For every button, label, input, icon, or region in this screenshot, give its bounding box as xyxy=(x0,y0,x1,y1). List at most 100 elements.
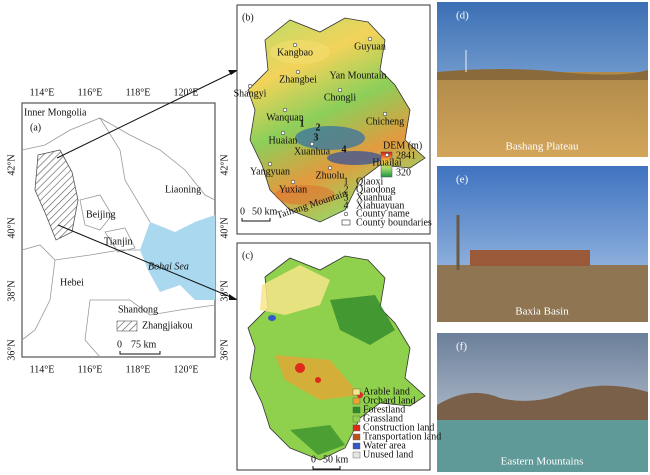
legend-label: County boundaries xyxy=(356,217,432,228)
county-label: Yuxian xyxy=(279,184,307,195)
legend-label: Xuanhua xyxy=(356,192,393,203)
scale-label: 50 km xyxy=(323,454,349,465)
photo-label: (f) xyxy=(456,341,467,353)
panel-c xyxy=(236,242,431,471)
legend-number: 4 xyxy=(344,200,349,211)
legend-label: Xiahuayuan xyxy=(356,200,404,211)
latitude-label: 42°N xyxy=(6,154,17,175)
legend-number: 3 xyxy=(344,192,349,203)
county-seat xyxy=(384,152,390,158)
county-seat xyxy=(280,130,286,136)
county-seat xyxy=(327,165,333,171)
county-label: Wanquan xyxy=(266,112,304,123)
scale-label: 0 xyxy=(311,454,316,465)
legend-label: Grassland xyxy=(363,413,403,424)
county-seat xyxy=(247,83,253,89)
county-seat xyxy=(337,87,343,93)
dem-map xyxy=(247,17,426,223)
legend-swatch xyxy=(352,424,361,432)
photo-d xyxy=(437,2,648,157)
latitude-label: 40°N xyxy=(6,217,17,238)
mountains xyxy=(437,385,648,425)
photo-label: (e) xyxy=(456,174,469,186)
legend-swatch xyxy=(352,442,361,450)
legend-swatch xyxy=(352,388,361,396)
panel-b xyxy=(236,4,431,235)
longitude-label: 114°E xyxy=(30,364,55,375)
dem-colorbar xyxy=(380,151,393,178)
place-label: Hebei xyxy=(60,277,84,288)
forest-patch xyxy=(290,425,345,455)
latitude-label: 36°N xyxy=(219,339,230,360)
legend-label: Qiaodong xyxy=(356,184,395,195)
legend-swatch xyxy=(352,433,361,441)
legend-swatch xyxy=(352,451,361,459)
scale-label: 0 xyxy=(240,206,245,217)
scale-bar xyxy=(241,218,271,222)
county-label: Chongli xyxy=(324,92,356,103)
county-label: Guyuan xyxy=(354,41,386,52)
district-number: 4 xyxy=(342,144,347,155)
county-label: Chicheng xyxy=(366,116,404,127)
dem-title: DEM (m) xyxy=(383,140,422,151)
urban-patch xyxy=(315,377,321,383)
village xyxy=(470,250,590,266)
province-boundaries xyxy=(21,117,216,358)
photo-caption: Baxia Basin xyxy=(515,306,569,318)
district-number: 1 xyxy=(300,118,305,129)
county-label: Zhuolu xyxy=(316,170,345,181)
county-seat xyxy=(290,179,296,185)
longitude-label: 120°E xyxy=(173,87,198,98)
legend-swatch xyxy=(116,320,138,332)
panel-label: (c) xyxy=(242,250,253,261)
place-label: Liaoning xyxy=(165,184,201,195)
latitude-label: 36°N xyxy=(6,339,17,360)
water xyxy=(437,420,648,472)
county-seat xyxy=(295,69,301,75)
scale-label: 0 xyxy=(117,339,122,350)
legend-number: 2 xyxy=(344,184,349,195)
boundary-swatch xyxy=(341,219,351,226)
panel-label: (a) xyxy=(30,122,41,133)
longitude-label: 120°E xyxy=(173,364,198,375)
legend-marker xyxy=(343,211,349,217)
arable-patch xyxy=(260,265,330,315)
longitude-label: 116°E xyxy=(78,87,103,98)
county-label: Huaian xyxy=(269,135,298,146)
county-label: Zhangbei xyxy=(279,74,317,85)
scale-label: 75 km xyxy=(131,339,157,350)
panel-a xyxy=(21,69,239,358)
legend-swatch xyxy=(352,397,361,405)
latitude-label: 38°N xyxy=(219,280,230,301)
panel-label: (b) xyxy=(242,12,254,23)
sea xyxy=(140,215,215,300)
hills xyxy=(437,69,648,80)
photo-caption: Bashang Plateau xyxy=(505,141,579,153)
county-label: Shangyi xyxy=(234,88,267,99)
legend-label: Transportation land xyxy=(363,431,441,442)
pointer-line xyxy=(57,224,239,301)
legend-label: Zhangjiakou xyxy=(142,320,193,331)
place-label: Tianjin xyxy=(104,236,133,247)
scale-bar xyxy=(312,466,341,470)
legend-label: County name xyxy=(356,208,410,219)
legend-label: Orchard land xyxy=(363,395,415,406)
county-label: Kangbao xyxy=(277,47,313,58)
latitude-label: 40°N xyxy=(219,217,230,238)
district-number: 3 xyxy=(314,132,319,143)
legend-label: Arable land xyxy=(363,386,410,397)
county-seat xyxy=(292,42,298,48)
legend-swatch xyxy=(352,415,361,423)
scale-bar xyxy=(119,351,161,355)
county-label: Xuanhua xyxy=(294,146,331,157)
basin xyxy=(327,151,383,165)
latitude-label: 42°N xyxy=(219,154,230,175)
district-number: 2 xyxy=(316,122,321,133)
legend-label: Qiaoxi xyxy=(356,176,383,187)
photo-e xyxy=(437,166,648,322)
photo-f xyxy=(437,333,648,472)
legend-label: Construction land xyxy=(363,422,434,433)
legend-label: Unused land xyxy=(363,449,413,460)
zhangjiakou-area xyxy=(34,149,79,241)
